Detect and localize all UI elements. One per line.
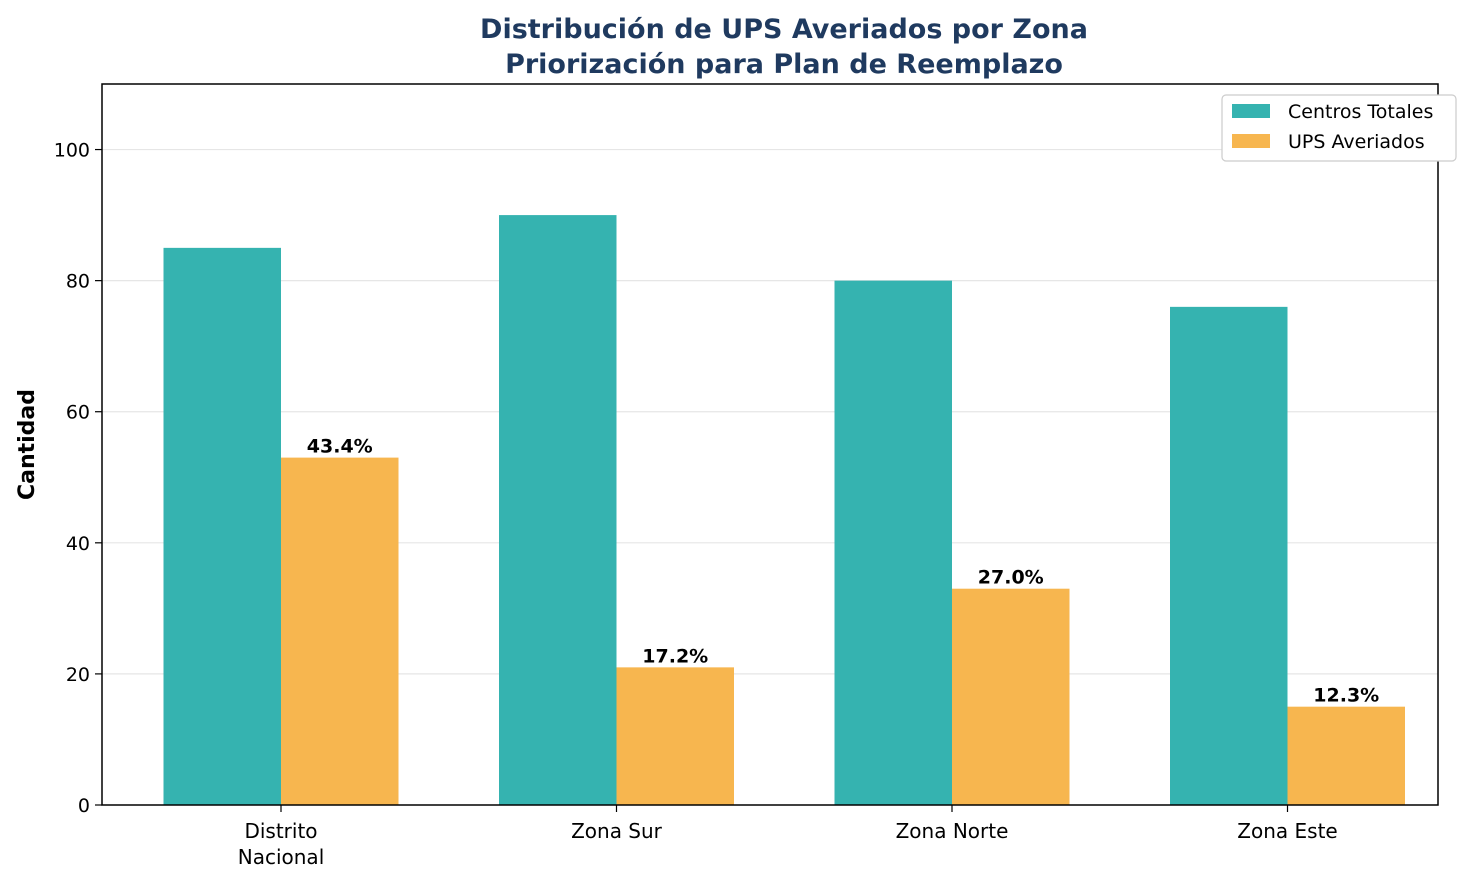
legend-label: Centros Totales bbox=[1288, 101, 1433, 123]
x-tick-label: Nacional bbox=[238, 845, 325, 869]
legend-box bbox=[1221, 94, 1457, 162]
legend-label: UPS Averiados bbox=[1288, 131, 1425, 153]
chart-title: Distribución de UPS Averiados por Zona bbox=[480, 14, 1088, 45]
bar-ups-averiados bbox=[616, 667, 734, 805]
y-tick-label: 40 bbox=[66, 533, 90, 555]
x-tick-label: Zona Sur bbox=[571, 819, 663, 843]
data-label: 27.0% bbox=[978, 567, 1044, 589]
y-tick-label: 0 bbox=[78, 795, 90, 817]
bar-centros-totales bbox=[163, 247, 281, 805]
bar-centros-totales bbox=[834, 280, 952, 805]
x-tick-label: Zona Este bbox=[1237, 819, 1337, 843]
y-tick-label: 20 bbox=[66, 664, 90, 686]
legend-swatch bbox=[1232, 104, 1270, 118]
bar-centros-totales bbox=[499, 215, 617, 805]
data-label: 17.2% bbox=[642, 645, 708, 667]
data-label: 43.4% bbox=[307, 436, 373, 458]
bar-ups-averiados bbox=[1287, 706, 1405, 805]
legend-swatch bbox=[1232, 134, 1270, 148]
y-axis-label: Cantidad bbox=[15, 389, 40, 500]
y-tick-label: 60 bbox=[66, 402, 90, 424]
bar-centros-totales bbox=[1170, 306, 1288, 805]
axes-frame bbox=[101, 83, 1439, 806]
x-tick-label: Distrito bbox=[244, 819, 317, 843]
y-tick-label: 80 bbox=[66, 271, 90, 293]
x-tick-label: Zona Norte bbox=[896, 819, 1009, 843]
y-tick-label: 100 bbox=[54, 140, 90, 162]
chart-subtitle: Priorización para Plan de Reemplazo bbox=[505, 49, 1063, 80]
bar-ups-averiados bbox=[281, 457, 399, 805]
data-label: 12.3% bbox=[1313, 685, 1379, 707]
bar-ups-averiados bbox=[952, 588, 1070, 805]
